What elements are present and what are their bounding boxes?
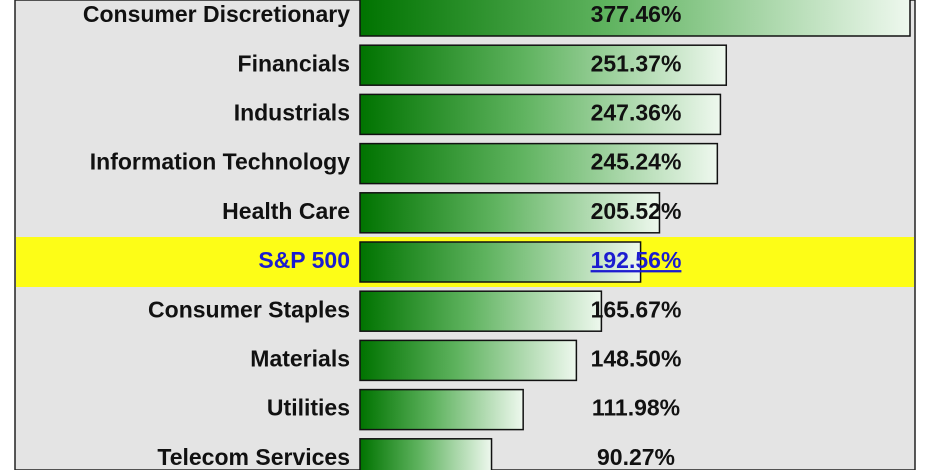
category-label: Consumer Discretionary xyxy=(83,1,350,27)
category-label: Telecom Services xyxy=(157,444,350,470)
bar xyxy=(359,44,728,86)
bar xyxy=(359,142,719,185)
value-label: 377.46% xyxy=(591,1,682,27)
bar xyxy=(359,388,524,431)
value-label: 251.37% xyxy=(591,50,682,76)
bar xyxy=(359,241,642,283)
category-label: Information Technology xyxy=(90,149,350,175)
value-label: 245.24% xyxy=(591,149,682,175)
bar xyxy=(359,0,911,37)
category-label: Consumer Staples xyxy=(148,296,350,322)
value-label: 165.67% xyxy=(591,296,682,322)
category-label: Health Care xyxy=(222,198,350,224)
value-label: 247.36% xyxy=(591,99,682,125)
bar xyxy=(359,192,661,234)
value-label: 192.56% xyxy=(591,247,682,273)
bar xyxy=(359,438,493,475)
bar xyxy=(359,339,578,382)
value-label: 148.50% xyxy=(591,345,682,371)
value-label: 111.98% xyxy=(592,395,680,421)
value-label: 205.52% xyxy=(591,198,682,224)
category-label: Industrials xyxy=(234,99,350,125)
category-label: Materials xyxy=(250,345,350,371)
value-label: 90.27% xyxy=(597,444,675,470)
category-label: Utilities xyxy=(267,395,350,421)
bar xyxy=(359,93,722,136)
bar xyxy=(359,290,603,332)
category-label: Financials xyxy=(238,50,350,76)
category-label: S&P 500 xyxy=(258,247,350,273)
